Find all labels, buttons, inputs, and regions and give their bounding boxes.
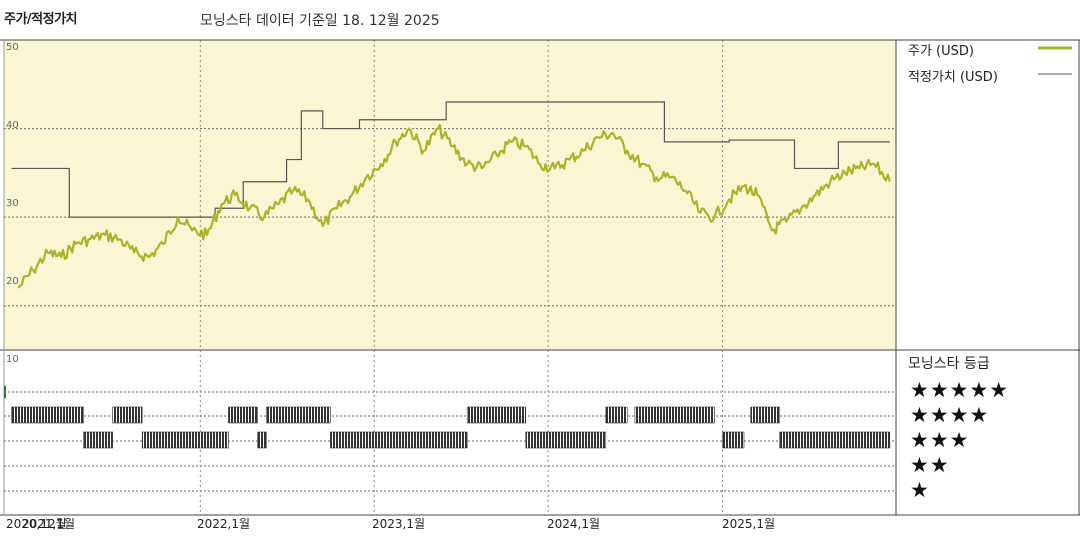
rating-bar-4-star bbox=[750, 406, 781, 424]
rating-bar-4-star bbox=[228, 406, 258, 424]
rating-3-stars: ★★★ bbox=[910, 428, 970, 452]
price-line bbox=[17, 123, 891, 289]
legend-fair-value-label: 적정가치 (USD) bbox=[908, 70, 998, 85]
rating-bar-3-star bbox=[330, 431, 468, 449]
y-tick-label: 30 bbox=[6, 198, 19, 209]
rating-bar-4-star bbox=[605, 406, 628, 424]
y-tick-label: 50 bbox=[6, 42, 19, 53]
x-tick-label: 2021,1월 bbox=[22, 517, 76, 531]
y-tick-label: 10 bbox=[6, 354, 19, 365]
rating-bar-3-star bbox=[722, 431, 745, 449]
fair-value-line bbox=[11, 101, 890, 218]
x-tick-label: 2025,1월 bbox=[722, 517, 776, 531]
rating-1-star: ★ bbox=[910, 478, 930, 502]
rating-bar-3-star bbox=[141, 431, 229, 449]
x-tick-label: 2020,12월 bbox=[6, 517, 67, 531]
x-tick-label: 2023,1월 bbox=[372, 517, 426, 531]
plot-background bbox=[4, 40, 896, 350]
x-tick-label: 2024,1월 bbox=[547, 517, 601, 531]
y-tick-label: 40 bbox=[6, 120, 19, 131]
rating-bar-4-star bbox=[699, 406, 715, 424]
chart-title: 주가/적정가치 bbox=[4, 12, 78, 27]
rating-bar-4-star bbox=[112, 406, 143, 424]
rating-bar-4-star bbox=[266, 406, 331, 424]
rating-bar-4-star bbox=[466, 406, 527, 424]
rating-start-marker bbox=[4, 386, 6, 398]
rating-bar-4-star bbox=[11, 406, 84, 424]
rating-2-stars: ★★ bbox=[910, 453, 950, 477]
x-tick-label: 2022,1월 bbox=[197, 517, 251, 531]
rating-4-stars: ★★★★ bbox=[910, 403, 990, 427]
rating-bar-3-star bbox=[83, 431, 113, 449]
rating-bar-4-star bbox=[634, 406, 701, 424]
rating-bar-3-star bbox=[779, 431, 891, 449]
legend-rating-title: 모닝스타 등급 bbox=[908, 356, 990, 372]
y-tick-label: 20 bbox=[6, 276, 19, 287]
data-date-subtitle: 모닝스타 데이터 기준일 18. 12월 2025 bbox=[200, 13, 440, 29]
rating-5-stars: ★★★★★ bbox=[910, 378, 1010, 402]
rating-bar-3-star bbox=[525, 431, 607, 449]
rating-bar-3-star bbox=[257, 431, 267, 449]
legend-price-label: 주가 (USD) bbox=[908, 44, 974, 59]
